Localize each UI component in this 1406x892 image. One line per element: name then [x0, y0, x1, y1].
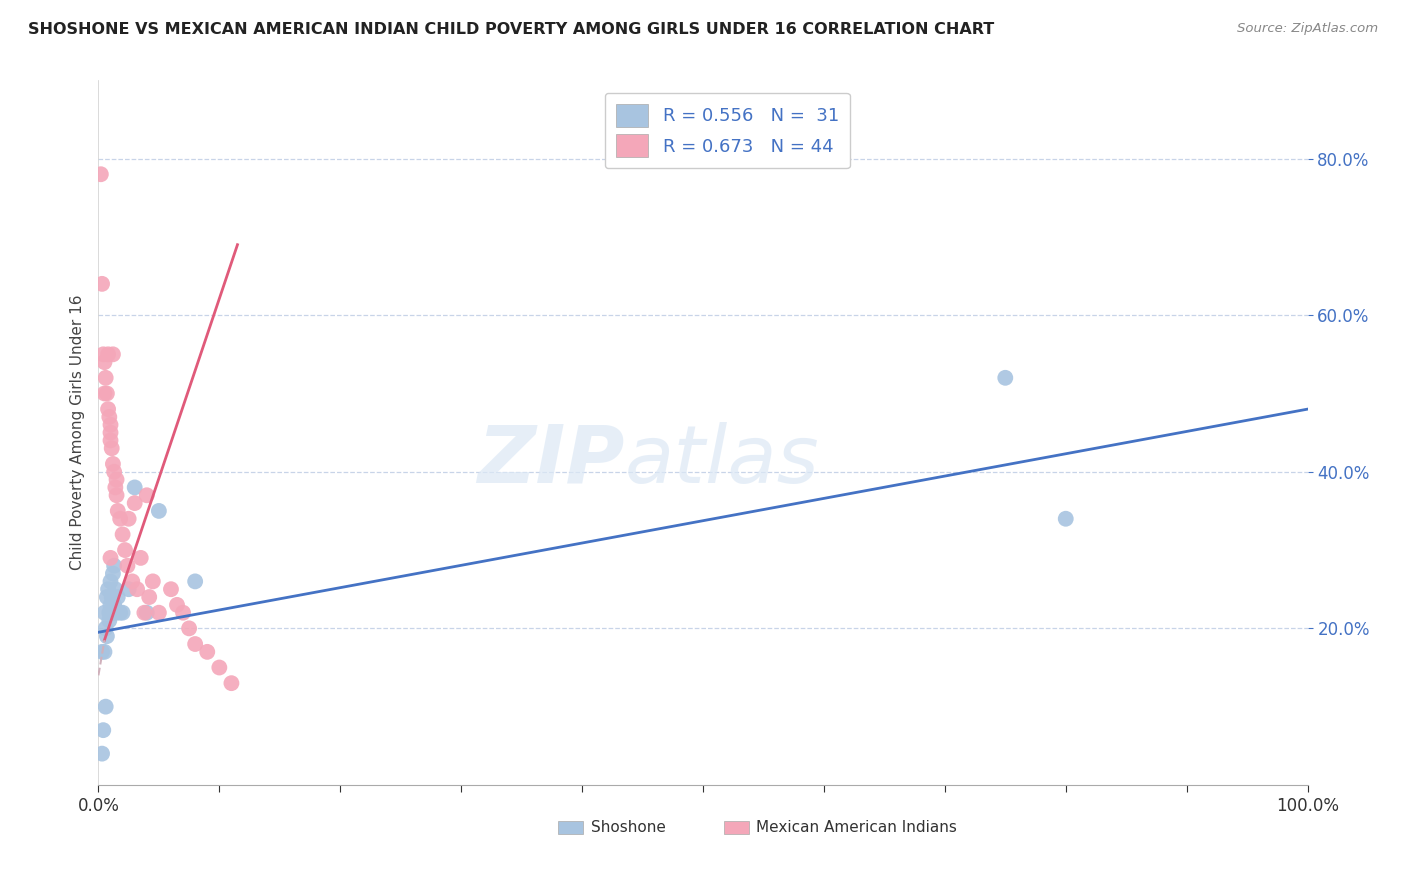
- Point: [172, 606, 194, 620]
- Point: [104, 480, 127, 494]
- Point: [118, 582, 141, 597]
- Point: [121, 574, 143, 589]
- Point: [96, 629, 118, 643]
- Point: [105, 473, 128, 487]
- Point: [994, 371, 1017, 385]
- Text: Mexican American Indians: Mexican American Indians: [756, 820, 957, 835]
- Point: [101, 566, 124, 581]
- Point: [127, 582, 149, 597]
- Point: [101, 457, 124, 471]
- Point: [100, 598, 122, 612]
- Point: [195, 645, 218, 659]
- Point: [103, 598, 125, 612]
- Point: [107, 504, 129, 518]
- Point: [100, 425, 122, 440]
- Point: [93, 386, 115, 401]
- Point: [108, 512, 131, 526]
- Text: SHOSHONE VS MEXICAN AMERICAN INDIAN CHILD POVERTY AMONG GIRLS UNDER 16 CORRELATI: SHOSHONE VS MEXICAN AMERICAN INDIAN CHIL…: [28, 22, 994, 37]
- Point: [100, 417, 122, 432]
- Point: [105, 488, 128, 502]
- Point: [138, 590, 160, 604]
- Point: [111, 527, 134, 541]
- Point: [107, 590, 129, 604]
- Point: [91, 747, 114, 761]
- Point: [91, 723, 114, 738]
- Point: [98, 614, 121, 628]
- Point: [148, 504, 170, 518]
- Point: [93, 645, 115, 659]
- Y-axis label: Child Poverty Among Girls Under 16: Child Poverty Among Girls Under 16: [69, 295, 84, 570]
- Point: [94, 371, 117, 385]
- Point: [97, 347, 120, 361]
- Point: [124, 480, 146, 494]
- Point: [179, 621, 201, 635]
- Point: [135, 488, 157, 502]
- Point: [129, 550, 152, 565]
- Point: [98, 606, 121, 620]
- Point: [101, 606, 124, 620]
- Point: [184, 637, 207, 651]
- Point: [101, 347, 124, 361]
- Point: [91, 277, 114, 291]
- Point: [166, 598, 188, 612]
- Text: Source: ZipAtlas.com: Source: ZipAtlas.com: [1237, 22, 1378, 36]
- Point: [208, 660, 231, 674]
- Point: [100, 550, 122, 565]
- Point: [135, 606, 157, 620]
- Point: [94, 621, 117, 635]
- Point: [96, 386, 118, 401]
- Point: [94, 699, 117, 714]
- Point: [98, 409, 121, 424]
- Point: [90, 167, 112, 181]
- Point: [1054, 512, 1077, 526]
- Point: [100, 442, 122, 456]
- Point: [160, 582, 183, 597]
- Point: [93, 355, 115, 369]
- Point: [148, 606, 170, 620]
- Point: [100, 574, 122, 589]
- Point: [108, 606, 131, 620]
- Point: [91, 347, 114, 361]
- Text: atlas: atlas: [624, 422, 820, 500]
- Point: [93, 606, 115, 620]
- Point: [103, 558, 125, 573]
- Point: [97, 582, 120, 597]
- Point: [184, 574, 207, 589]
- Point: [103, 465, 125, 479]
- Point: [114, 543, 136, 558]
- Legend: R = 0.556   N =  31, R = 0.673   N = 44: R = 0.556 N = 31, R = 0.673 N = 44: [605, 93, 849, 168]
- Point: [105, 606, 128, 620]
- Point: [100, 434, 122, 448]
- Point: [104, 582, 127, 597]
- Text: ZIP: ZIP: [477, 422, 624, 500]
- Point: [118, 512, 141, 526]
- Point: [124, 496, 146, 510]
- Point: [134, 606, 156, 620]
- Point: [111, 606, 134, 620]
- Text: Shoshone: Shoshone: [591, 820, 665, 835]
- Point: [221, 676, 243, 690]
- Point: [97, 402, 120, 417]
- Point: [117, 558, 139, 573]
- Point: [100, 590, 122, 604]
- Point: [96, 590, 118, 604]
- Point: [91, 645, 114, 659]
- Point: [142, 574, 165, 589]
